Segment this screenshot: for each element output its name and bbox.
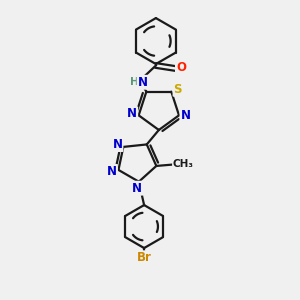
Text: S: S [173, 83, 182, 96]
Text: N: N [181, 109, 190, 122]
Text: N: N [132, 182, 142, 195]
Text: N: N [112, 138, 122, 151]
Text: N: N [107, 165, 117, 178]
Text: N: N [138, 76, 148, 89]
Text: O: O [176, 61, 186, 74]
Text: H: H [130, 77, 139, 87]
Text: CH₃: CH₃ [173, 160, 194, 170]
Text: Br: Br [137, 251, 152, 264]
Text: N: N [127, 107, 137, 120]
